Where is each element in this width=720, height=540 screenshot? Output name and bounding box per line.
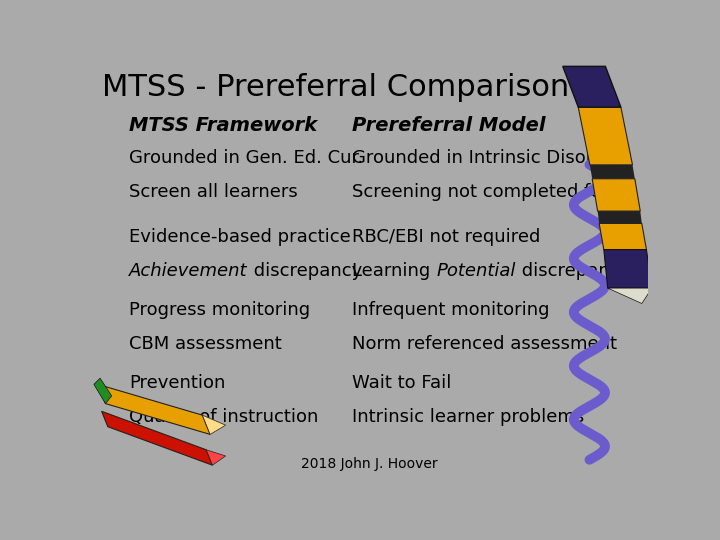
Polygon shape <box>590 165 635 179</box>
Text: Potential: Potential <box>436 262 516 280</box>
Text: Intrinsic learner problems: Intrinsic learner problems <box>352 408 585 426</box>
Text: Wait to Fail: Wait to Fail <box>352 374 451 392</box>
Polygon shape <box>563 66 621 107</box>
Text: Grounded in Gen. Ed. Cur.: Grounded in Gen. Ed. Cur. <box>129 150 363 167</box>
Polygon shape <box>599 224 647 249</box>
Text: discrepancy: discrepancy <box>516 262 630 280</box>
Text: Grounded in Intrinsic Disorders: Grounded in Intrinsic Disorders <box>352 150 632 167</box>
Polygon shape <box>578 107 632 165</box>
Text: 2018 John J. Hoover: 2018 John J. Hoover <box>301 457 437 471</box>
Text: MTSS Framework: MTSS Framework <box>129 116 318 134</box>
Text: Progress monitoring: Progress monitoring <box>129 301 310 319</box>
Text: Quality of instruction: Quality of instruction <box>129 408 318 426</box>
Text: Infrequent monitoring: Infrequent monitoring <box>352 301 550 319</box>
Text: Screen all learners: Screen all learners <box>129 184 298 201</box>
Text: CBM assessment: CBM assessment <box>129 335 282 353</box>
Polygon shape <box>604 249 652 288</box>
Polygon shape <box>206 450 225 465</box>
Polygon shape <box>202 415 225 434</box>
Text: RBC/EBI not required: RBC/EBI not required <box>352 228 541 246</box>
Text: Evidence-based practice: Evidence-based practice <box>129 228 351 246</box>
Polygon shape <box>94 378 112 403</box>
Text: Norm referenced assessment: Norm referenced assessment <box>352 335 617 353</box>
Text: Prereferral Model: Prereferral Model <box>352 116 546 134</box>
Text: Prevention: Prevention <box>129 374 225 392</box>
Text: Learning: Learning <box>352 262 436 280</box>
Polygon shape <box>598 211 642 224</box>
Polygon shape <box>102 411 212 465</box>
Text: MTSS - Prereferral Comparison: MTSS - Prereferral Comparison <box>102 73 569 102</box>
Text: discrepancy: discrepancy <box>248 262 362 280</box>
Polygon shape <box>98 384 210 434</box>
Text: Screening not completed for all: Screening not completed for all <box>352 184 636 201</box>
Text: Achievement: Achievement <box>129 262 248 280</box>
Polygon shape <box>608 288 652 303</box>
Polygon shape <box>593 179 640 211</box>
